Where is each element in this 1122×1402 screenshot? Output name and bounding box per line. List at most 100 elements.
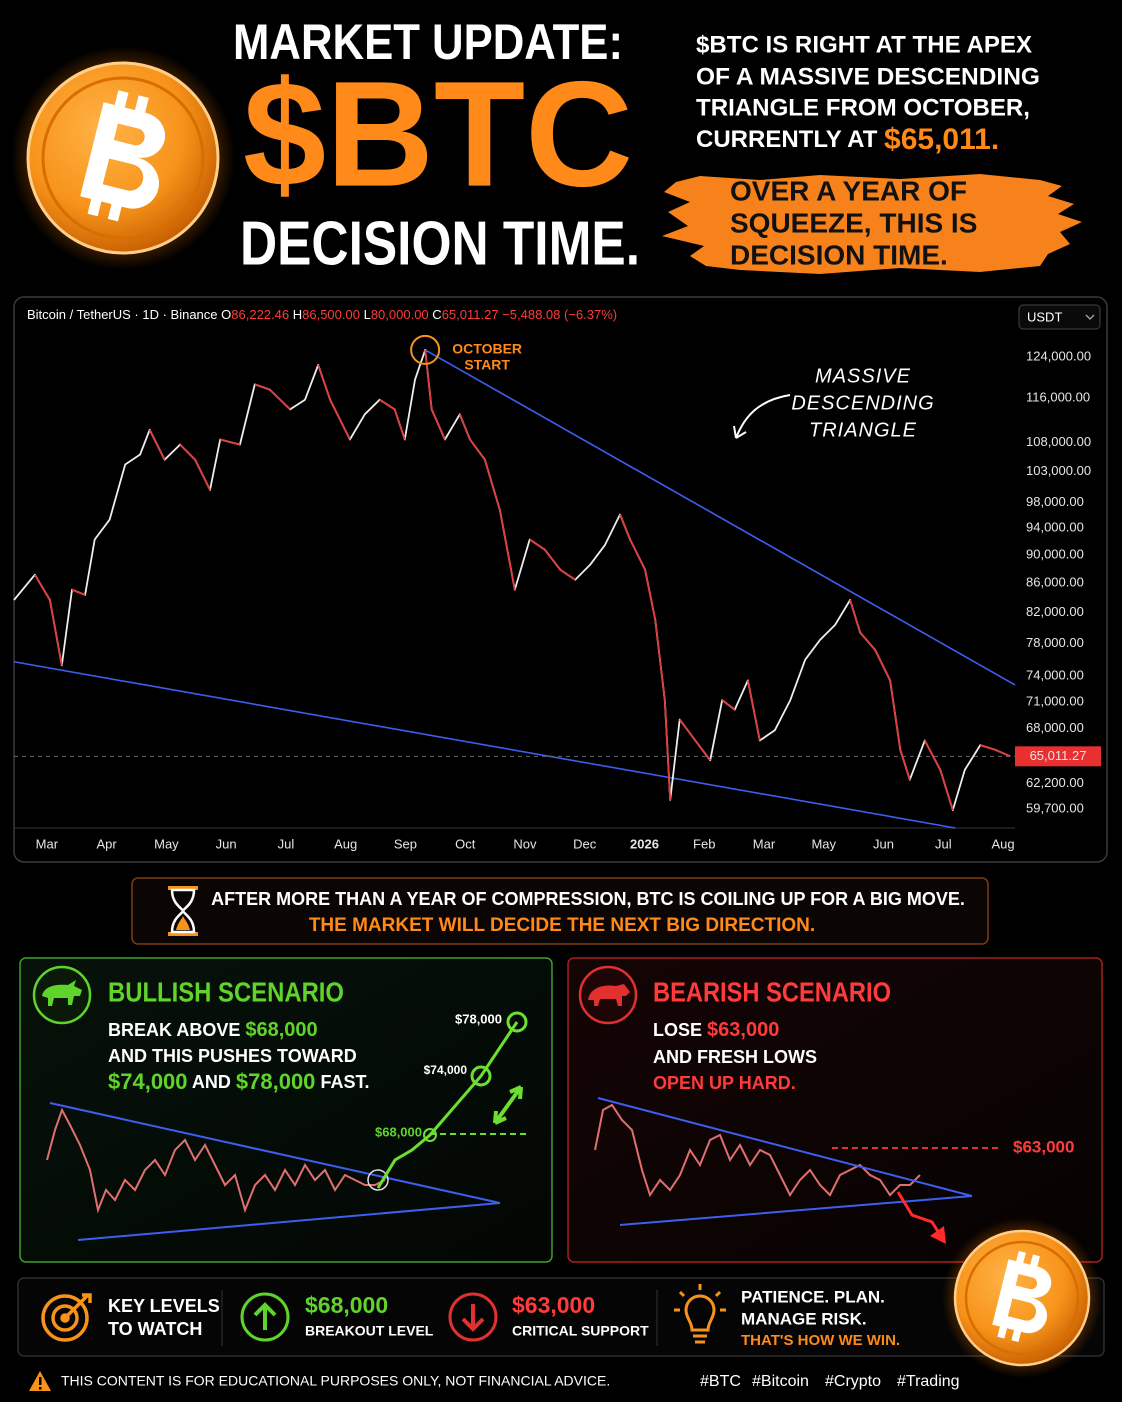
down-move <box>644 569 657 620</box>
currency[interactable]: USDT <box>1027 309 1062 324</box>
down-move <box>746 680 761 741</box>
y-tick-label: 74,000.00 <box>1026 668 1084 683</box>
down-move <box>329 399 351 440</box>
down-move <box>694 739 711 761</box>
btc-logo-small <box>942 1218 1102 1378</box>
warning-icon <box>29 1371 51 1391</box>
down-move <box>469 438 486 461</box>
x-tick-label: Mar <box>36 836 59 851</box>
down-move <box>254 383 271 391</box>
x-tick-label: Jun <box>873 836 894 851</box>
ohlc-value: 80,000.00 <box>371 307 429 322</box>
x-tick-label: Aug <box>334 836 357 851</box>
down-move <box>458 413 471 440</box>
breakout-label: BREAKOUT LEVEL <box>305 1323 434 1339</box>
bearish-level: $63,000 <box>1013 1137 1074 1156</box>
hashtag[interactable]: #Crypto <box>825 1373 881 1390</box>
motto-line: THAT'S HOW WE WIN. <box>741 1332 900 1349</box>
hashtag[interactable]: #BTC <box>700 1373 741 1390</box>
down-move <box>663 700 672 800</box>
callout-line: DECISION TIME. <box>730 239 948 270</box>
support-label: CRITICAL SUPPORT <box>512 1323 649 1339</box>
headline-top: MARKET UPDATE: <box>233 14 623 70</box>
callout-line: SQUEEZE, THIS IS <box>730 207 977 238</box>
down-move <box>849 599 862 633</box>
x-tick-label: 2026 <box>630 836 659 851</box>
last-price-label: 65,011.27 <box>1030 748 1087 763</box>
x-tick-label: Jun <box>216 836 237 851</box>
headline-bottom: DECISION TIME. <box>240 209 640 278</box>
symbol: Bitcoin / TetherUS · 1D · Binance <box>27 307 218 322</box>
x-tick-label: Feb <box>693 836 715 851</box>
currency-select[interactable]: USDT <box>1018 304 1101 330</box>
annotation: MASSIVE <box>815 365 911 387</box>
bearish-panel <box>567 957 1103 1263</box>
key-levels-title: KEY LEVELS <box>108 1296 220 1316</box>
callout-line: OVER A YEAR OF <box>730 175 967 206</box>
currency-box[interactable] <box>1018 304 1101 330</box>
bullish-level: $68,000 <box>375 1124 422 1139</box>
down-icon <box>448 1292 498 1342</box>
down-move <box>529 538 546 551</box>
ohlc-label: L <box>364 307 371 322</box>
breakout-value: $68,000 <box>305 1292 388 1318</box>
text: BREAK ABOVE <box>108 1020 240 1040</box>
down-move <box>679 718 697 742</box>
trendline <box>424 349 1016 686</box>
hashtag[interactable]: #Trading <box>897 1373 960 1390</box>
ohlc-label: C <box>432 307 441 322</box>
info-line: THE MARKET WILL DECIDE THE NEXT BIG DIRE… <box>309 915 815 936</box>
summary-line: OF A MASSIVE DESCENDING <box>696 63 1040 90</box>
down-move <box>899 749 911 780</box>
down-move <box>923 740 942 771</box>
disclaimer: THIS CONTENT IS FOR EDUCATIONAL PURPOSES… <box>61 1373 610 1389</box>
bearish-title: BEARISH SCENARIO <box>653 976 891 1007</box>
down-move <box>194 459 211 491</box>
motto-line: MANAGE RISK. <box>741 1309 867 1328</box>
annotation: DESCENDING <box>791 392 934 414</box>
chevron <box>1085 314 1095 320</box>
hashtag[interactable]: #Bitcoin <box>752 1373 809 1390</box>
summary-line: CURRENTLY AT $65,011. <box>696 123 999 156</box>
y-tick-label: 116,000.00 <box>1026 390 1090 405</box>
down-move <box>980 744 996 751</box>
y-tick-label: 59,700.00 <box>1026 800 1084 815</box>
y-tick-label: 86,000.00 <box>1026 575 1084 590</box>
down-move <box>939 769 954 811</box>
y-tick-label: 124,000.00 <box>1026 348 1091 363</box>
text: AND <box>192 1072 231 1092</box>
down-move <box>48 599 63 666</box>
down-move <box>393 409 406 440</box>
x-tick-label: Jul <box>278 836 295 851</box>
x-tick-label: Mar <box>753 836 776 851</box>
down-move <box>721 699 736 711</box>
down-move <box>484 459 501 511</box>
level: $74,000 <box>108 1069 188 1094</box>
ohlc-value: 86,500.00 <box>302 307 360 322</box>
x-tick-label: May <box>811 836 836 851</box>
price-chart: 124,000.00 116,000.00 108,000.00 103,000.00… <box>13 334 1101 851</box>
target-icon <box>41 1293 92 1342</box>
annotation: START <box>464 357 510 373</box>
down-move <box>430 409 446 440</box>
support-value: $63,000 <box>512 1292 595 1318</box>
y-tick-label: 94,000.00 <box>1026 520 1084 535</box>
x-tick-label: Apr <box>97 836 118 851</box>
down-move <box>148 429 166 461</box>
down-move <box>889 680 902 750</box>
bullish-level: $74,000 <box>424 1063 468 1077</box>
bear-icon <box>578 965 638 1025</box>
annotation: TRIANGLE <box>809 419 917 441</box>
headline-main: $BTC <box>243 50 633 218</box>
text: LOSE <box>653 1020 702 1040</box>
bullish-line: $74,000 AND $78,000 FAST. <box>108 1069 369 1094</box>
bearish-line: AND FRESH LOWS <box>653 1047 817 1067</box>
chart-legend: Bitcoin / TetherUS · 1D · Binance O86,22… <box>27 307 617 322</box>
level: $63,000 <box>707 1019 779 1041</box>
summary-line: $BTC IS RIGHT AT THE APEX <box>696 31 1032 58</box>
down-move <box>498 509 516 590</box>
x-tick-label: May <box>154 836 179 851</box>
bullish-sketch <box>46 1011 528 1241</box>
bulb-icon <box>674 1284 726 1344</box>
